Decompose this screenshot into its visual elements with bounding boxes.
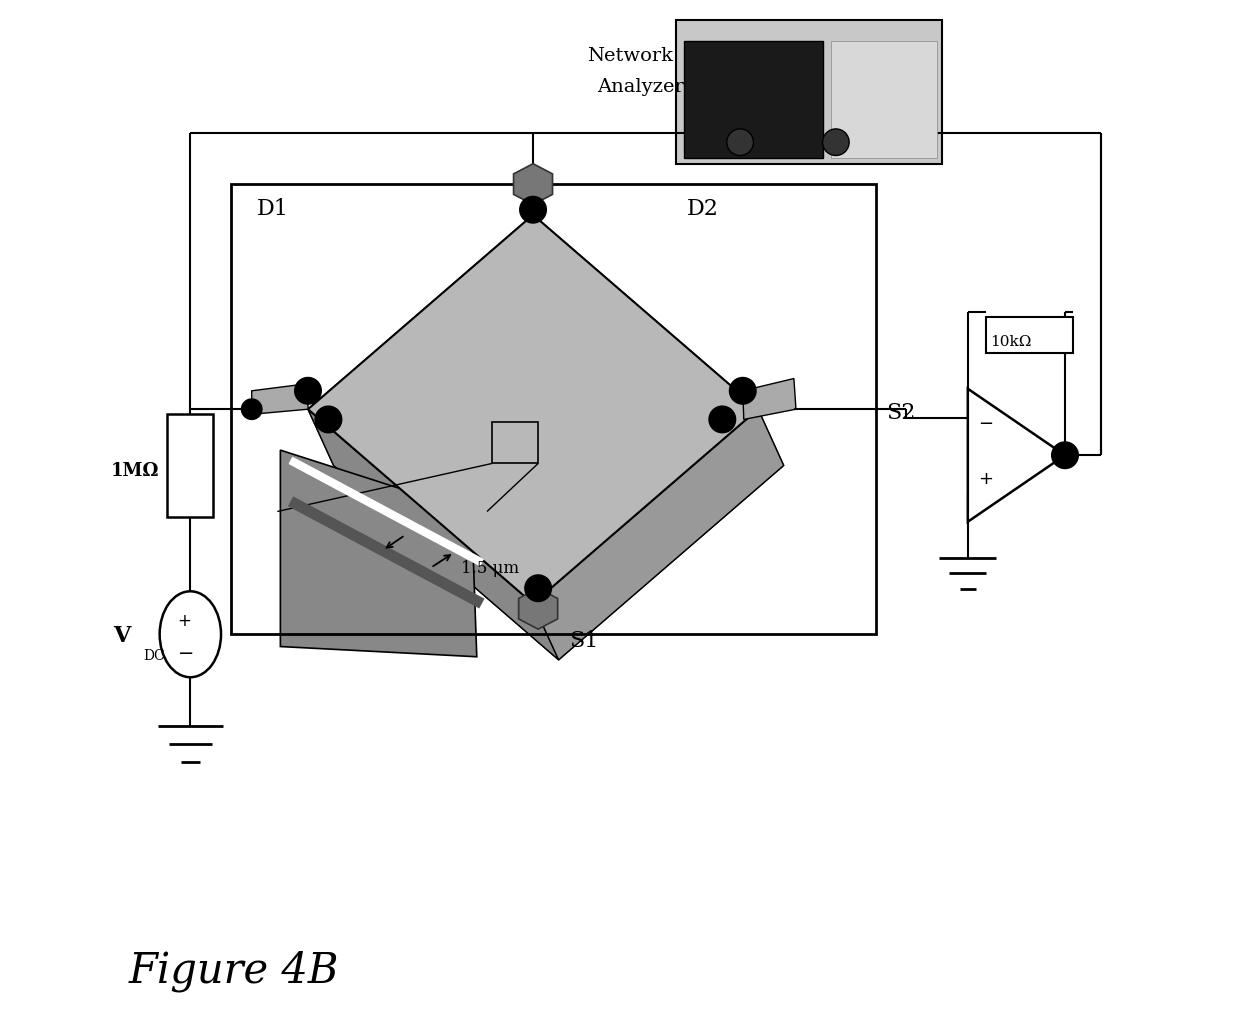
Circle shape [520,196,547,223]
Text: D2: D2 [687,197,718,220]
Polygon shape [743,379,796,419]
Bar [167,414,213,517]
Polygon shape [280,450,476,657]
Text: Figure 4B: Figure 4B [129,949,340,991]
Ellipse shape [160,591,221,677]
Text: −: − [978,414,993,433]
Circle shape [242,399,262,419]
Text: Analyzer: Analyzer [598,78,684,96]
Text: 1MΩ: 1MΩ [112,461,160,480]
Circle shape [822,129,849,155]
Polygon shape [513,164,553,205]
Circle shape [709,406,735,433]
Text: S2: S2 [885,402,915,425]
Polygon shape [308,215,758,604]
Polygon shape [308,215,558,465]
Polygon shape [967,389,1065,522]
Polygon shape [334,271,784,660]
Text: 1.5 μm: 1.5 μm [461,560,520,577]
Text: V: V [114,625,131,648]
Bar [986,317,1073,353]
Text: +: + [978,471,993,489]
Circle shape [729,377,756,404]
Bar [492,422,538,463]
Circle shape [315,406,342,433]
Text: 10kΩ: 10kΩ [991,335,1032,349]
Polygon shape [518,588,558,629]
Polygon shape [533,409,784,660]
Text: S1: S1 [569,629,598,652]
Circle shape [525,575,552,602]
Circle shape [295,377,321,404]
Text: D1: D1 [257,197,289,220]
Circle shape [727,129,754,155]
Text: Network: Network [588,47,673,65]
Bar [684,41,822,158]
Bar [831,41,937,158]
Polygon shape [533,215,784,465]
Text: −: − [179,643,195,663]
Bar [232,184,875,634]
Bar [676,20,942,164]
Circle shape [1052,442,1079,469]
Polygon shape [252,384,308,414]
Text: DC: DC [144,649,165,663]
Polygon shape [308,409,558,660]
Text: +: + [177,612,191,630]
